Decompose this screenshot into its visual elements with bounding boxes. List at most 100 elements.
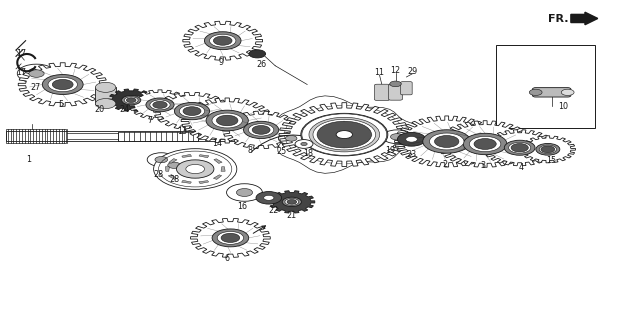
Circle shape <box>252 126 270 134</box>
Circle shape <box>179 105 205 117</box>
Circle shape <box>146 98 174 112</box>
Polygon shape <box>223 111 300 149</box>
Polygon shape <box>221 167 225 171</box>
Text: 27: 27 <box>30 83 40 92</box>
Circle shape <box>423 130 470 153</box>
Circle shape <box>511 144 528 152</box>
Circle shape <box>124 97 138 104</box>
Polygon shape <box>129 90 191 120</box>
FancyArrow shape <box>571 12 598 25</box>
Bar <box>496 45 595 128</box>
Polygon shape <box>520 136 575 163</box>
Polygon shape <box>168 175 177 179</box>
Circle shape <box>317 121 372 148</box>
Circle shape <box>95 82 116 92</box>
Circle shape <box>155 156 168 163</box>
Text: 13: 13 <box>177 127 188 136</box>
Circle shape <box>244 121 279 138</box>
Circle shape <box>17 64 56 83</box>
Polygon shape <box>214 159 222 163</box>
Circle shape <box>52 80 73 90</box>
Text: 3: 3 <box>481 162 486 170</box>
Circle shape <box>206 110 248 131</box>
Circle shape <box>390 134 403 140</box>
Circle shape <box>204 32 241 50</box>
Text: 21: 21 <box>286 211 296 219</box>
FancyBboxPatch shape <box>401 82 412 95</box>
Circle shape <box>301 142 307 146</box>
Polygon shape <box>269 191 315 213</box>
Polygon shape <box>183 21 262 60</box>
Circle shape <box>317 121 372 148</box>
Text: 28: 28 <box>169 176 179 184</box>
Circle shape <box>29 70 44 77</box>
Circle shape <box>309 117 380 152</box>
Text: FR.: FR. <box>548 14 568 24</box>
Polygon shape <box>182 154 191 157</box>
Circle shape <box>217 231 244 244</box>
Circle shape <box>147 153 175 167</box>
Text: 26: 26 <box>256 60 266 69</box>
Polygon shape <box>182 180 191 183</box>
Text: 15: 15 <box>547 156 557 165</box>
Circle shape <box>209 34 236 47</box>
Polygon shape <box>199 181 209 184</box>
Text: 8: 8 <box>247 146 252 155</box>
Circle shape <box>509 142 531 153</box>
Polygon shape <box>438 121 532 167</box>
Circle shape <box>285 136 297 141</box>
Text: 10: 10 <box>558 102 568 111</box>
Circle shape <box>302 114 387 155</box>
Text: 19: 19 <box>385 146 396 155</box>
Circle shape <box>264 195 274 200</box>
Text: 18: 18 <box>303 149 314 158</box>
Polygon shape <box>279 103 410 167</box>
Text: 17: 17 <box>16 49 26 58</box>
Text: 12: 12 <box>390 66 401 74</box>
Circle shape <box>390 81 401 87</box>
Polygon shape <box>19 63 107 106</box>
Polygon shape <box>154 92 230 130</box>
Text: 24: 24 <box>120 105 130 114</box>
Circle shape <box>561 89 574 95</box>
Circle shape <box>236 188 253 197</box>
Text: 23: 23 <box>406 150 417 159</box>
Circle shape <box>122 95 141 105</box>
Circle shape <box>435 136 459 147</box>
Bar <box>118 132 198 141</box>
Polygon shape <box>181 98 273 143</box>
Text: 6: 6 <box>225 254 230 263</box>
Circle shape <box>469 136 501 152</box>
Polygon shape <box>483 130 557 166</box>
Circle shape <box>42 74 83 95</box>
Circle shape <box>150 100 170 110</box>
Circle shape <box>248 124 274 136</box>
Circle shape <box>336 131 353 139</box>
FancyBboxPatch shape <box>374 84 390 100</box>
Circle shape <box>48 77 77 92</box>
Bar <box>6 131 262 141</box>
Circle shape <box>213 36 232 45</box>
Circle shape <box>212 113 243 128</box>
Text: 11: 11 <box>374 68 385 77</box>
Polygon shape <box>278 96 429 173</box>
Circle shape <box>301 113 388 156</box>
Text: 28: 28 <box>154 170 164 179</box>
Circle shape <box>285 198 299 205</box>
Circle shape <box>463 133 507 155</box>
Text: 9: 9 <box>218 58 223 67</box>
Text: 5: 5 <box>58 100 63 109</box>
Circle shape <box>540 145 556 153</box>
Text: 14: 14 <box>212 140 223 148</box>
Circle shape <box>221 233 240 243</box>
Circle shape <box>168 162 180 168</box>
Polygon shape <box>191 218 270 257</box>
Circle shape <box>282 197 301 207</box>
Circle shape <box>212 229 249 247</box>
Text: 25: 25 <box>276 147 287 156</box>
Circle shape <box>504 140 535 155</box>
Circle shape <box>174 103 210 120</box>
Circle shape <box>177 160 214 178</box>
Circle shape <box>127 98 136 103</box>
Circle shape <box>256 192 282 204</box>
